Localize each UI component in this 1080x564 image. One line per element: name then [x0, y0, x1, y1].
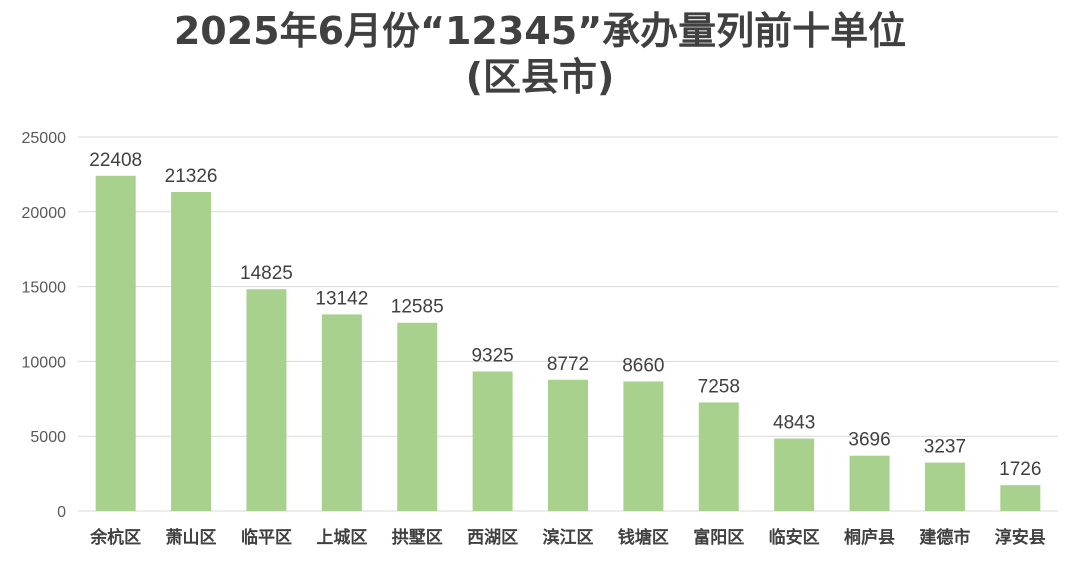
y-tick-label: 5000 — [30, 429, 66, 446]
data-label-1: 21326 — [165, 166, 218, 187]
bar-7 — [623, 381, 664, 511]
x-tick-label-2: 临平区 — [241, 527, 292, 548]
y-tick-label: 20000 — [22, 205, 67, 222]
bar-12 — [1000, 485, 1041, 511]
bar-5 — [472, 371, 513, 511]
x-axis-labels: 余杭区 萧山区 临平区 上城区 拱墅区 西湖区 滨江区 钱塘区 富阳区 临安区 桐庐县 建德市 淳安县 — [89, 527, 1046, 548]
y-tick-label: 0 — [57, 504, 66, 521]
x-tick-label-12: 淳安县 — [995, 527, 1046, 548]
bar-3 — [321, 314, 362, 511]
x-tick-label-4: 拱墅区 — [392, 527, 443, 548]
data-label-5: 9325 — [471, 345, 513, 366]
x-tick-label-6: 滨江区 — [543, 527, 594, 548]
data-label-12: 1726 — [999, 459, 1041, 480]
data-label-4: 12585 — [391, 297, 444, 318]
bar-8 — [698, 402, 739, 511]
data-label-6: 8772 — [547, 354, 589, 375]
bar-10 — [849, 455, 890, 511]
data-label-2: 14825 — [240, 263, 293, 284]
data-label-11: 3237 — [924, 437, 966, 458]
bar-11 — [924, 462, 965, 511]
y-tick-label: 10000 — [22, 354, 67, 371]
data-label-8: 7258 — [698, 376, 740, 397]
bar-6 — [548, 379, 588, 511]
bar-9 — [774, 438, 815, 511]
chart-title: 2025年6月份“12345”承办量列前十单位 (区县市) — [0, 8, 1080, 100]
x-tick-label-0: 余杭区 — [89, 527, 141, 548]
data-label-9: 4843 — [773, 413, 815, 434]
x-tick-label-1: 萧山区 — [166, 528, 217, 548]
x-tick-label-5: 西湖区 — [467, 528, 518, 548]
bar-2 — [246, 289, 287, 511]
chart-title-line2: (区县市) — [465, 55, 615, 99]
data-label-0: 22408 — [89, 150, 142, 171]
x-tick-label-10: 桐庐县 — [844, 527, 895, 548]
bar-0 — [95, 175, 136, 512]
data-labels: 22408 21326 14825 13142 12585 9325 8772 8660 725… — [89, 150, 1041, 480]
data-label-3: 13142 — [315, 288, 368, 309]
bars — [95, 175, 1041, 512]
x-tick-label-11: 建德市 — [919, 527, 970, 548]
x-tick-label-3: 上城区 — [316, 528, 367, 548]
data-label-10: 3696 — [848, 430, 890, 451]
data-label-7: 8660 — [622, 355, 664, 376]
x-tick-label-9: 临安区 — [769, 527, 820, 548]
y-axis-ticks: 0 5000 10000 15000 20000 25000 — [22, 130, 67, 521]
x-tick-label-7: 钱塘区 — [618, 527, 669, 548]
y-tick-label: 25000 — [22, 130, 67, 147]
y-tick-label: 15000 — [22, 280, 67, 297]
chart-title-line1: 2025年6月份“12345”承办量列前十单位 — [173, 9, 907, 53]
bar-4 — [397, 322, 438, 511]
x-tick-label-8: 富阳区 — [693, 527, 744, 548]
bar-1 — [171, 191, 212, 511]
